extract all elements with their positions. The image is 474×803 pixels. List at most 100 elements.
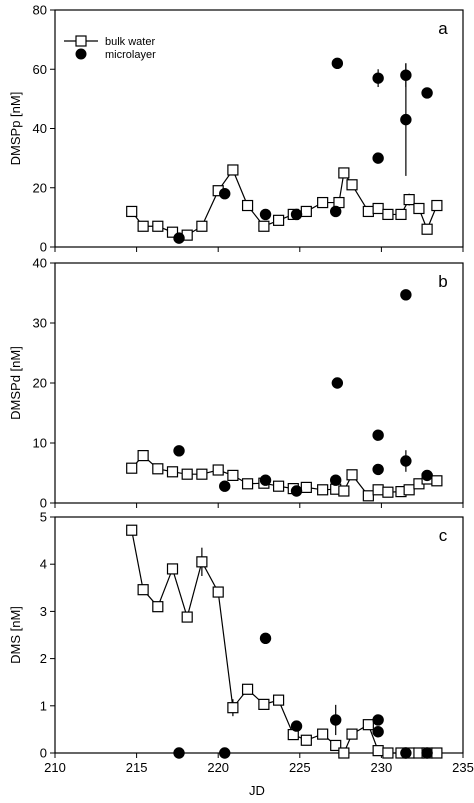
data-point	[181, 468, 193, 480]
data-point	[166, 563, 179, 575]
data-point	[403, 194, 415, 206]
y-tick-label: 0	[40, 746, 47, 761]
plot-frame	[54, 262, 464, 504]
y-tick-label: 60	[33, 62, 47, 77]
data-point	[300, 481, 312, 493]
data-point	[137, 220, 149, 232]
y-tick-label: 3	[40, 604, 47, 619]
data-point	[137, 450, 149, 462]
data-point	[431, 199, 443, 212]
data-point	[330, 714, 342, 726]
data-point	[382, 486, 394, 498]
series-microlayer	[173, 289, 433, 497]
y-tick-label: 2	[40, 651, 47, 666]
data-point	[372, 72, 384, 84]
y-tick-label: 5	[40, 510, 47, 525]
data-point	[290, 485, 303, 497]
data-point	[258, 698, 270, 710]
y-tick-label: 0	[40, 496, 47, 511]
panel-label: b	[438, 272, 447, 291]
y-tick-label: 80	[33, 3, 47, 18]
data-point	[331, 57, 344, 70]
legend-label: bulk water	[105, 36, 155, 48]
data-point	[338, 747, 350, 759]
data-point	[372, 726, 384, 738]
data-point	[227, 164, 239, 176]
x-tick-label: 215	[126, 760, 148, 775]
y-tick-label: 0	[40, 240, 47, 255]
data-point	[126, 205, 138, 218]
legend-marker-square	[75, 35, 87, 47]
data-point	[382, 747, 394, 759]
data-point	[400, 455, 412, 467]
data-point	[317, 484, 329, 496]
data-point	[330, 739, 342, 752]
legend-label: microlayer	[105, 49, 156, 61]
data-point	[241, 199, 254, 212]
series-microlayer	[173, 632, 433, 759]
data-point	[372, 714, 384, 726]
data-point	[330, 205, 342, 218]
x-tick-label: 230	[371, 760, 393, 775]
data-point	[421, 469, 433, 482]
data-point	[346, 469, 358, 481]
data-point	[137, 584, 149, 596]
data-point	[338, 167, 350, 179]
data-point	[431, 747, 443, 759]
data-point	[362, 719, 374, 731]
y-tick-label: 40	[33, 256, 47, 271]
data-point	[152, 463, 164, 475]
data-point	[166, 466, 179, 478]
data-point	[152, 220, 164, 232]
y-tick-label: 40	[33, 121, 47, 136]
series-line	[131, 168, 438, 236]
data-point	[259, 208, 272, 221]
y-tick-label: 20	[33, 180, 47, 195]
x-tick-label: 225	[289, 760, 311, 775]
data-point	[300, 205, 312, 218]
data-point	[290, 720, 303, 732]
series-bulk-water	[126, 450, 443, 502]
data-point	[173, 232, 185, 244]
data-point	[413, 202, 425, 215]
data-point	[241, 478, 254, 490]
data-point	[400, 747, 412, 759]
x-axis-label: JD	[249, 783, 265, 798]
data-point	[152, 601, 164, 613]
data-point	[400, 69, 412, 81]
data-point	[421, 747, 433, 759]
y-axis-label: DMS [nM]	[8, 606, 23, 664]
data-point	[372, 484, 384, 496]
data-point	[362, 205, 374, 218]
data-point	[227, 469, 239, 481]
data-point	[259, 632, 272, 645]
x-tick-label: 235	[452, 760, 474, 775]
data-point	[227, 702, 239, 714]
panel-label: a	[438, 19, 448, 38]
data-point	[372, 429, 384, 441]
data-point	[395, 208, 407, 221]
y-axis-label: DMSPd [nM]	[8, 346, 23, 420]
data-point	[272, 480, 285, 492]
data-point	[196, 556, 208, 568]
data-point	[212, 464, 224, 476]
y-axis-label: DMSPp [nM]	[8, 92, 23, 166]
y-tick-label: 30	[33, 316, 47, 331]
chart-panel-c: 0 1 2 3 4 5 210 215 220 225 230 235 DMS [nM] JD c	[8, 510, 474, 799]
data-point	[400, 113, 412, 126]
data-point	[166, 226, 179, 238]
data-point	[317, 728, 329, 740]
data-point	[212, 586, 224, 598]
data-point	[219, 480, 231, 492]
chart-panel-b: 0 10 20 30 40 DMSPd [nM] b	[8, 256, 464, 511]
data-point	[382, 208, 394, 221]
series-bulk-water	[126, 524, 443, 759]
data-point	[372, 152, 384, 164]
data-point	[431, 475, 443, 487]
y-tick-label: 20	[33, 376, 47, 391]
data-point	[400, 289, 412, 301]
series-bulk-water	[126, 164, 443, 241]
